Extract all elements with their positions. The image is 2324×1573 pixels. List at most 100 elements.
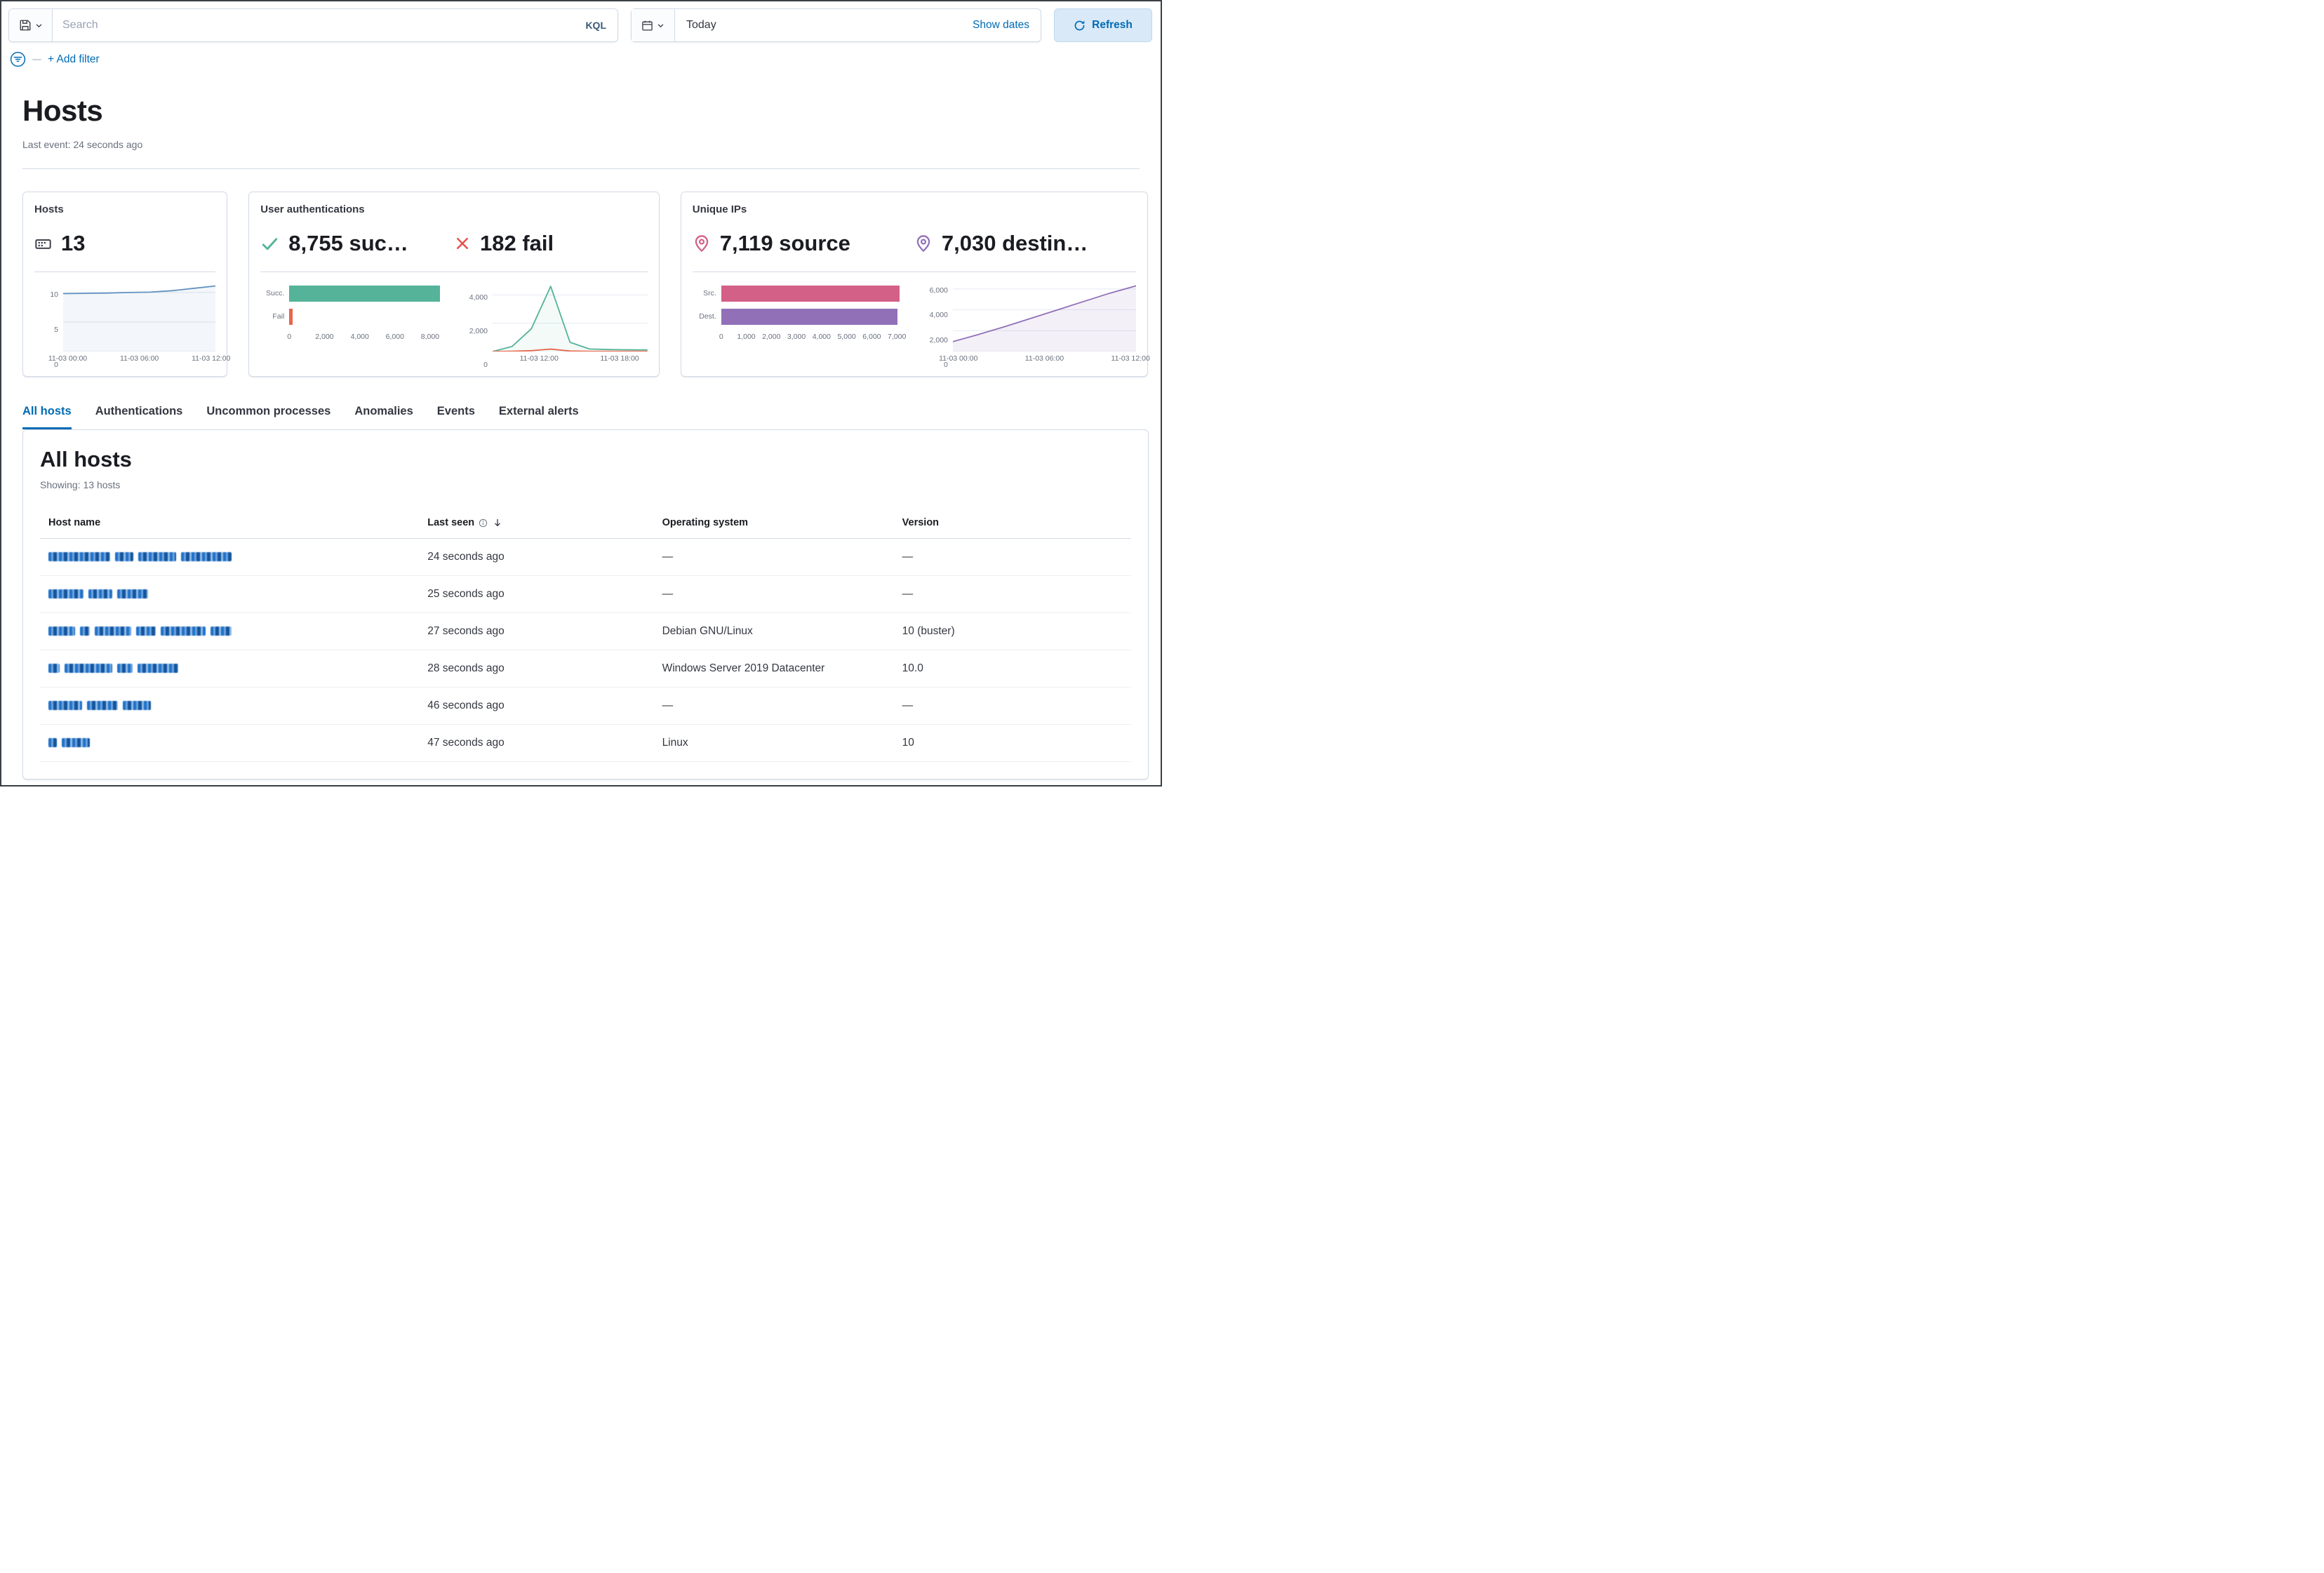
- last-seen-value: 47 seconds ago: [422, 724, 657, 762]
- tab-uncommon-processes[interactable]: Uncommon processes: [206, 405, 331, 417]
- kpi-card-user-authentications: User authentications 8,755 suc… 182 fail: [248, 192, 660, 377]
- os-value: —: [656, 575, 897, 613]
- auth-over-time-chart: 4,000 2,000 0 11-03 12:00 11-03 18:00: [464, 281, 648, 369]
- kpi-auth-title: User authentications: [260, 203, 365, 215]
- auth-success-count: 8,755 suc…: [288, 231, 408, 255]
- host-name-link-redacted[interactable]: [48, 551, 236, 563]
- last-seen-value: 24 seconds ago: [422, 538, 657, 576]
- tab-anomalies[interactable]: Anomalies: [354, 405, 413, 417]
- table-row: 28 seconds ago Windows Server 2019 Datac…: [40, 650, 1131, 688]
- add-filter-button[interactable]: + Add filter: [48, 53, 100, 65]
- chevron-down-icon: [35, 22, 43, 29]
- hosts-over-time-chart: 10 5 0 11-03 00:00 11-03 06:00 11-03 12:00: [34, 281, 230, 369]
- date-range-value[interactable]: Today: [686, 19, 716, 31]
- auth-fail-count: 182 fail: [480, 231, 554, 255]
- check-icon: [260, 234, 279, 253]
- refresh-label: Refresh: [1092, 19, 1133, 31]
- date-quick-select-button[interactable]: [632, 9, 675, 41]
- version-value: —: [896, 538, 1131, 576]
- unique-ips-bar-chart: Src. Dest. 0 1,000 2,000 3,000 4,000 5,000 6,000…: [693, 281, 906, 365]
- table-row: 46 seconds ago — —: [40, 687, 1131, 725]
- storage-icon: [34, 235, 52, 253]
- sort-descending-icon: [492, 517, 503, 528]
- source-ips-metric: 7,119 source: [693, 231, 914, 256]
- date-picker: Today Show dates: [631, 8, 1041, 42]
- info-icon: [479, 518, 488, 528]
- hosts-tabs: All hosts Authentications Uncommon proce…: [1, 377, 1161, 429]
- showing-count: Showing: 13 hosts: [40, 479, 121, 490]
- hosts-metric: 13: [34, 231, 215, 256]
- chevron-down-icon: [657, 22, 665, 29]
- table-row: 25 seconds ago — —: [40, 575, 1131, 613]
- version-value: —: [896, 687, 1131, 725]
- query-topbar: KQL Today Show dates: [1, 1, 1161, 42]
- tab-authentications[interactable]: Authentications: [95, 405, 183, 417]
- kql-language-button[interactable]: KQL: [574, 9, 617, 41]
- kpi-hosts-title: Hosts: [34, 203, 64, 215]
- map-pin-icon: [914, 234, 933, 253]
- map-pin-icon: [693, 234, 711, 253]
- kpi-card-hosts: Hosts 13 10 5 0 11-03: [22, 192, 230, 377]
- page-title: Hosts: [22, 94, 103, 127]
- column-operating-system: Operating system: [656, 511, 897, 539]
- refresh-button[interactable]: Refresh: [1054, 8, 1152, 42]
- column-last-seen: Last seen: [422, 511, 657, 539]
- search-bar: KQL: [8, 8, 618, 42]
- header-divider: [22, 168, 1140, 169]
- last-seen-value: 46 seconds ago: [422, 687, 657, 725]
- tab-events[interactable]: Events: [436, 405, 475, 417]
- last-seen-value: 28 seconds ago: [422, 650, 657, 688]
- host-name-link-redacted[interactable]: [48, 700, 156, 712]
- kpi-cards-row: Hosts 13 10 5 0 11-03: [1, 169, 1161, 377]
- destination-ips-count: 7,030 destin…: [941, 231, 1088, 255]
- cross-icon: [454, 235, 471, 252]
- version-value: 10: [896, 724, 1131, 762]
- table-row: 47 seconds ago Linux 10: [40, 724, 1131, 762]
- last-event-text: Last event: 24 seconds ago: [22, 139, 143, 150]
- filter-divider: [32, 58, 41, 60]
- panel-title: All hosts: [40, 447, 132, 471]
- filter-icon[interactable]: [10, 51, 26, 67]
- show-dates-link[interactable]: Show dates: [973, 19, 1029, 31]
- tab-all-hosts[interactable]: All hosts: [22, 405, 72, 429]
- unique-ips-over-time-chart: 6,000 4,000 2,000 0 11-03 00:00 11-03 06:00 11…: [929, 286, 1150, 369]
- page-header: Hosts Last event: 24 seconds ago: [1, 67, 1161, 150]
- source-ips-count: 7,119 source: [719, 231, 850, 255]
- kibana-security-hosts-page: KQL Today Show dates: [0, 0, 1162, 786]
- column-version: Version: [896, 511, 1131, 539]
- os-value: —: [656, 538, 897, 576]
- hosts-table: Host name Last seen: [40, 511, 1131, 762]
- version-value: 10.0: [896, 650, 1131, 688]
- last-seen-value: 25 seconds ago: [422, 575, 657, 613]
- column-host-name: Host name: [40, 511, 422, 539]
- host-name-link-redacted[interactable]: [48, 662, 183, 675]
- sort-last-seen-button[interactable]: Last seen: [427, 517, 503, 528]
- calendar-icon: [641, 20, 653, 32]
- os-value: Windows Server 2019 Datacenter: [656, 650, 897, 688]
- all-hosts-panel: All hosts Showing: 13 hosts Host name La…: [22, 429, 1149, 779]
- tab-external-alerts[interactable]: External alerts: [498, 405, 579, 417]
- saved-query-menu-button[interactable]: [9, 9, 53, 41]
- version-value: 10 (buster): [896, 613, 1131, 650]
- kpi-card-unique-ips: Unique IPs 7,119 source: [680, 192, 1150, 377]
- filter-bar: + Add filter: [1, 42, 1161, 67]
- host-name-link-redacted[interactable]: [48, 737, 95, 749]
- table-row: 27 seconds ago Debian GNU/Linux 10 (bust…: [40, 613, 1131, 650]
- host-name-link-redacted[interactable]: [48, 625, 236, 638]
- auth-success-fail-bar-chart: Succ. Fail 0 2,000 4,000 6,000 8,000: [260, 281, 444, 365]
- refresh-icon: [1074, 20, 1086, 32]
- table-row: 24 seconds ago — —: [40, 538, 1131, 576]
- table-header-row: Host name Last seen: [40, 511, 1131, 539]
- auth-success-metric: 8,755 suc…: [260, 231, 454, 256]
- search-input[interactable]: [53, 9, 575, 41]
- os-value: Linux: [656, 724, 897, 762]
- kpi-ips-title: Unique IPs: [692, 203, 747, 215]
- version-value: —: [896, 575, 1131, 613]
- last-seen-value: 27 seconds ago: [422, 613, 657, 650]
- host-name-link-redacted[interactable]: [48, 588, 153, 601]
- os-value: Debian GNU/Linux: [656, 613, 897, 650]
- hosts-count: 13: [61, 231, 86, 255]
- destination-ips-metric: 7,030 destin…: [914, 231, 1136, 256]
- save-icon: [19, 19, 32, 32]
- auth-fail-metric: 182 fail: [454, 231, 648, 256]
